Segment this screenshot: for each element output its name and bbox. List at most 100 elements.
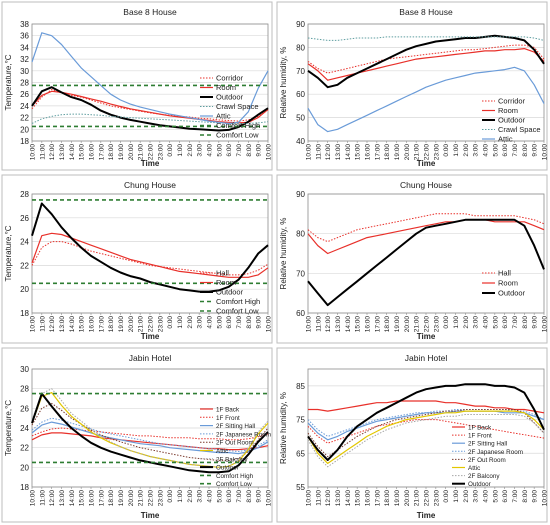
x-tick-label: 20:00 — [404, 490, 411, 507]
x-tick-label: 1:00 — [177, 490, 184, 503]
x-tick-label: 21:00 — [414, 144, 421, 161]
chart-frame — [276, 1, 548, 171]
y-tick-label: 80 — [296, 230, 305, 239]
legend-entry: Attic — [216, 448, 228, 455]
legend-entry: Corridor — [498, 97, 526, 106]
y-axis-label: Relative humidity, % — [279, 47, 288, 119]
legend-entry: 2F Sitting Hall — [216, 423, 255, 430]
x-tick-label: 14:00 — [345, 490, 352, 507]
series-line — [31, 388, 269, 468]
x-tick-label: 1:00 — [453, 316, 460, 329]
legend-entry: Attic — [468, 465, 480, 472]
x-tick-label: 0:00 — [443, 316, 450, 329]
x-tick-label: 21:00 — [414, 490, 421, 507]
x-tick-label: 16:00 — [365, 490, 372, 507]
legend-entry: Outdoor — [498, 289, 526, 298]
x-tick-label: 22:00 — [424, 316, 431, 333]
x-tick-label: 11:00 — [315, 490, 322, 506]
legend-entry: Attic — [216, 112, 231, 121]
y-tick-label: 38 — [20, 20, 29, 29]
x-tick-label: 0:00 — [167, 316, 174, 329]
x-tick-label: 23:00 — [157, 490, 164, 507]
y-tick-label: 90 — [296, 190, 305, 199]
x-tick-label: 6:00 — [226, 316, 233, 329]
x-tick-label: 14:00 — [345, 144, 352, 161]
y-tick-label: 20 — [20, 463, 29, 472]
x-tick-label: 14:00 — [69, 144, 76, 161]
legend-entry: Corridor — [216, 74, 244, 83]
series-line — [307, 36, 545, 41]
x-tick-label: 10:00 — [306, 316, 313, 333]
x-tick-label: 19:00 — [118, 316, 125, 333]
x-tick-label: 1:00 — [177, 316, 184, 329]
x-tick-label: 18:00 — [108, 316, 115, 333]
y-tick-label: 60 — [296, 90, 305, 99]
x-tick-label: 10:00 — [542, 316, 549, 333]
legend-entry: Comfort High — [216, 297, 260, 306]
x-tick-label: 2:00 — [187, 316, 194, 329]
legend-entry: 1F Front — [216, 415, 240, 422]
legend-entry: Outdoor — [498, 116, 526, 125]
x-tick-label: 8:00 — [522, 490, 529, 503]
x-tick-label: 3:00 — [197, 316, 204, 329]
y-tick-label: 80 — [296, 43, 305, 52]
x-tick-label: 11:00 — [315, 316, 322, 332]
y-tick-label: 36 — [20, 32, 29, 41]
x-tick-label: 17:00 — [374, 316, 381, 333]
x-tick-label: 7:00 — [512, 316, 519, 329]
x-tick-label: 21:00 — [138, 144, 145, 161]
legend-entry: 1F Back — [468, 425, 492, 432]
y-tick-label: 26 — [20, 90, 29, 99]
series-line — [307, 34, 545, 89]
x-axis-label: Time — [417, 159, 436, 168]
y-tick-label: 20 — [20, 285, 29, 294]
series-line — [31, 202, 269, 293]
x-tick-label: 8:00 — [522, 144, 529, 157]
x-tick-label: 10:00 — [30, 144, 37, 161]
legend-entry: 2F Japanese Room — [216, 431, 271, 438]
x-tick-label: 7:00 — [236, 144, 243, 157]
series-line — [307, 219, 545, 255]
x-tick-label: 16:00 — [365, 316, 372, 333]
x-tick-label: 9:00 — [256, 316, 263, 329]
x-tick-label: 22:00 — [148, 316, 155, 333]
x-tick-label: 12:00 — [325, 144, 332, 161]
chart-title: Jabin Hotel — [405, 353, 448, 363]
y-tick-label: 24 — [20, 424, 29, 433]
x-tick-label: 2:00 — [463, 316, 470, 329]
x-tick-label: 4:00 — [207, 144, 214, 157]
x-axis-label: Time — [141, 159, 160, 168]
y-tick-label: 28 — [20, 190, 29, 199]
y-tick-label: 22 — [20, 114, 29, 123]
y-tick-label: 30 — [20, 67, 29, 76]
x-tick-label: 9:00 — [532, 316, 539, 329]
chart-title: Base 8 House — [123, 7, 177, 17]
x-tick-label: 12:00 — [325, 490, 332, 507]
y-axis-label: Temperature,°C — [4, 400, 13, 456]
y-tick-label: 85 — [296, 382, 305, 391]
x-tick-label: 16:00 — [89, 316, 96, 333]
x-tick-label: 3:00 — [473, 490, 480, 503]
x-tick-label: 11:00 — [39, 316, 46, 332]
y-axis-label: Relative humidity, % — [279, 218, 288, 290]
legend-entry: Comfort Low — [216, 131, 259, 140]
x-tick-label: 17:00 — [98, 316, 105, 333]
legend-entry: 2F Balcony — [468, 473, 500, 480]
x-tick-label: 0:00 — [167, 490, 174, 503]
x-tick-label: 5:00 — [492, 316, 499, 329]
y-tick-label: 32 — [20, 55, 29, 64]
x-tick-label: 10:00 — [30, 316, 37, 333]
x-tick-label: 19:00 — [394, 490, 401, 507]
legend-entry: Room — [498, 279, 518, 288]
x-tick-label: 1:00 — [453, 144, 460, 157]
x-tick-label: 23:00 — [433, 490, 440, 507]
x-tick-label: 4:00 — [207, 316, 214, 329]
legend-entry: Attic — [498, 135, 513, 144]
y-tick-label: 55 — [296, 483, 305, 492]
y-axis-label: Temperature,°C — [4, 225, 13, 281]
x-tick-label: 8:00 — [246, 490, 253, 503]
series-line — [31, 32, 269, 125]
